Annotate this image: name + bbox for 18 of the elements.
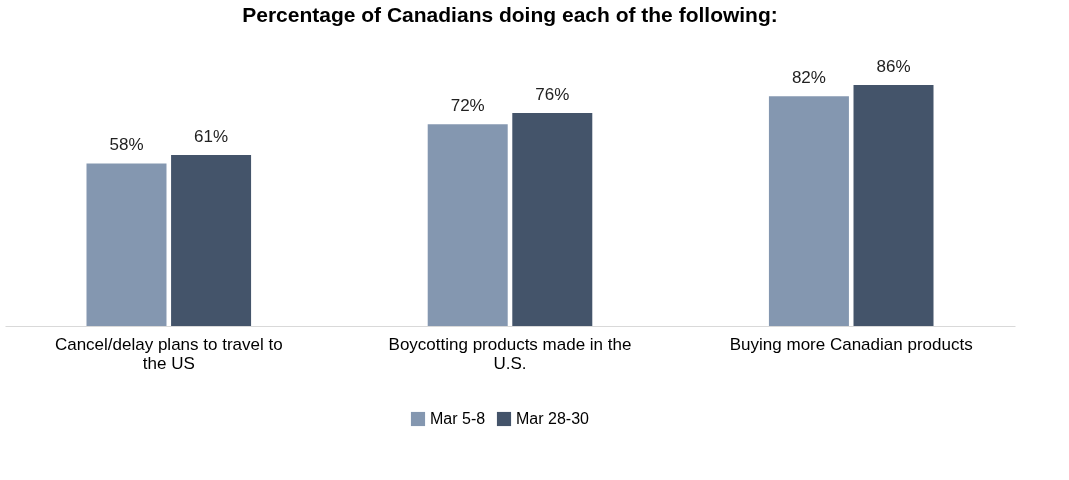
bar (86, 163, 167, 326)
bar (171, 155, 252, 326)
data-label: 82% (791, 68, 826, 88)
bar (853, 84, 934, 326)
bar (512, 112, 593, 326)
x-tick-label: Boycotting products made in the U.S. (388, 334, 632, 373)
legend-label: Mar 5-8 (430, 410, 486, 427)
x-tick-label: Buying more Canadian products (729, 334, 973, 354)
data-label: 58% (109, 135, 144, 155)
x-tick-label: Cancel/delay plans to travel to the US (54, 334, 283, 373)
data-label: 86% (876, 56, 911, 76)
legend-label: Mar 28-30 (516, 410, 590, 427)
data-label: 76% (535, 84, 570, 104)
bar (768, 96, 849, 326)
data-label: 61% (194, 127, 229, 147)
chart-title: Percentage of Canadians doing each of the following: (242, 3, 778, 26)
bar (427, 124, 508, 326)
data-label: 72% (450, 96, 485, 116)
